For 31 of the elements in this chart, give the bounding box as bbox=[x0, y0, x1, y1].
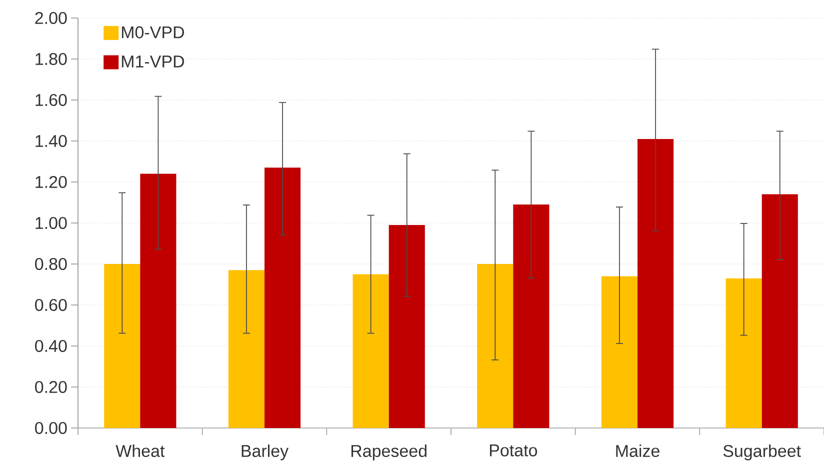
bar bbox=[601, 276, 638, 428]
x-tick-label: Barley bbox=[242, 444, 289, 460]
x-tick-label: Potato bbox=[490, 444, 538, 456]
y-tick-label: 0.60 bbox=[35, 298, 67, 312]
x-tick-label: Wheat bbox=[116, 444, 165, 458]
bar bbox=[352, 274, 389, 428]
bar bbox=[638, 138, 674, 428]
bar bbox=[140, 174, 176, 428]
y-tick-label: 0.40 bbox=[35, 340, 67, 352]
y-tick-label: 1.00 bbox=[36, 216, 67, 230]
x-tick-label: Rapeseed bbox=[351, 444, 426, 460]
bar bbox=[477, 264, 514, 428]
x-tick-label: Sugarbeet bbox=[723, 444, 801, 460]
bar bbox=[104, 264, 140, 428]
bar bbox=[228, 270, 265, 428]
y-tick-label: 1.60 bbox=[36, 94, 67, 106]
x-tick-label: Maize bbox=[616, 444, 660, 458]
bar bbox=[762, 194, 798, 428]
bar bbox=[726, 278, 762, 428]
legend-label: M0-VPD bbox=[122, 26, 184, 38]
y-tick-label: 2.00 bbox=[35, 12, 67, 24]
y-tick-label: 1.20 bbox=[36, 176, 67, 188]
y-tick-label: 0.20 bbox=[35, 380, 67, 394]
legend-label: M1-VPD bbox=[122, 56, 184, 68]
y-tick-label: 0.80 bbox=[35, 258, 67, 270]
bar bbox=[264, 168, 301, 428]
bar bbox=[388, 225, 425, 428]
y-tick-label: 1.80 bbox=[36, 52, 67, 66]
y-tick-label: 1.40 bbox=[36, 134, 67, 148]
bar bbox=[513, 204, 550, 428]
y-tick-label: 0.00 bbox=[35, 422, 67, 434]
